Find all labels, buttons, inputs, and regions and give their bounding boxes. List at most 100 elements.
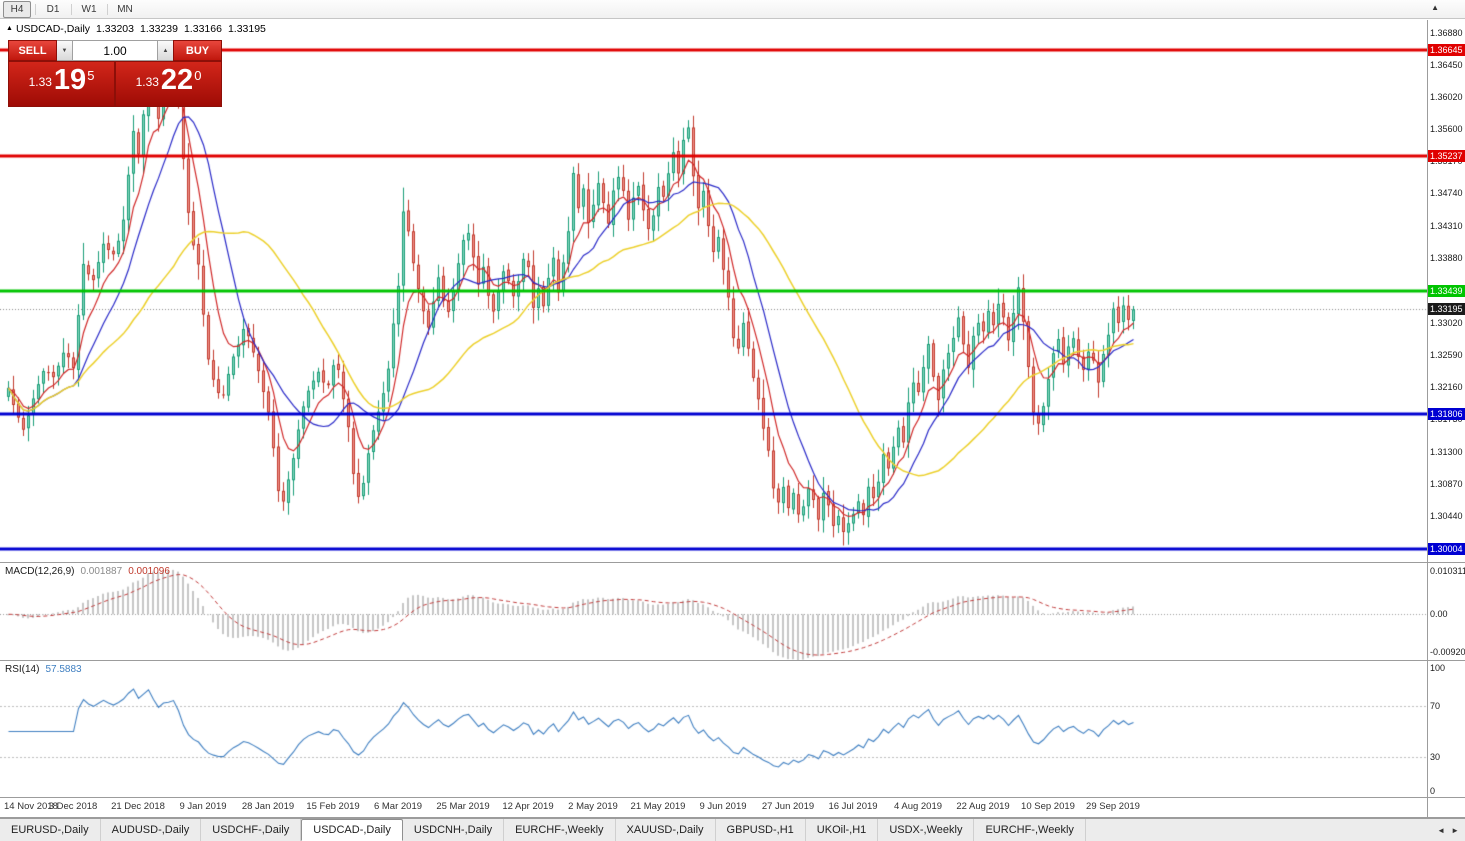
macd-indicator-canvas[interactable] bbox=[0, 563, 1427, 660]
price-axis-tick: 1.35600 bbox=[1430, 123, 1463, 134]
time-axis-label: 28 Jan 2019 bbox=[241, 801, 295, 812]
chart-marker-icon: ▲ bbox=[6, 25, 13, 32]
price-axis-tick: 1.36450 bbox=[1430, 60, 1463, 71]
rsi-indicator-label: RSI(14) 57.5883 bbox=[5, 664, 82, 675]
time-axis-label: 10 Sep 2019 bbox=[1021, 801, 1075, 812]
pane-separator[interactable] bbox=[0, 797, 1465, 798]
hline-price-label: 1.36645 bbox=[1428, 44, 1465, 57]
macd-main-value: 0.001887 bbox=[80, 566, 123, 577]
ohlc-high: 1.33239 bbox=[140, 23, 178, 35]
sell-price-big: 19 bbox=[53, 64, 87, 96]
timeframe-button-w1[interactable]: W1 bbox=[81, 3, 97, 15]
chart-tab-eurchf-weekly[interactable]: EURCHF-,Weekly bbox=[974, 819, 1086, 841]
sell-price-button[interactable]: 1.33 19 5 bbox=[8, 61, 115, 107]
chart-tab-usdx-weekly[interactable]: USDX-,Weekly bbox=[878, 819, 975, 841]
price-axis-tick: 1.34310 bbox=[1430, 220, 1463, 231]
chart-tab-usdcnh-daily[interactable]: USDCNH-,Daily bbox=[403, 819, 505, 841]
hline-price-label: 1.31806 bbox=[1428, 407, 1465, 420]
toolbar-separator bbox=[107, 3, 108, 15]
chart-tab-ukoil-h1[interactable]: UKOil-,H1 bbox=[806, 819, 879, 841]
rsi-indicator-canvas[interactable] bbox=[0, 661, 1427, 797]
sell-button[interactable]: SELL bbox=[8, 40, 57, 61]
ohlc-close: 1.33195 bbox=[227, 23, 266, 35]
buy-button[interactable]: BUY bbox=[173, 40, 222, 61]
rsi-axis-tick: 70 bbox=[1430, 701, 1441, 712]
ohlc-low: 1.33166 bbox=[183, 23, 222, 35]
chart-ohlc-line: ▲ USDCAD-,Daily 1.33203 1.33239 1.33166 1.331… bbox=[6, 23, 266, 35]
volume-input[interactable] bbox=[72, 40, 158, 61]
tab-scroll-left-icon[interactable]: ◄ bbox=[1437, 825, 1446, 835]
rsi-axis-tick: 100 bbox=[1430, 663, 1446, 673]
buy-price-button[interactable]: 1.33 22 0 bbox=[115, 61, 222, 107]
macd-indicator-label: MACD(12,26,9) 0.001887 0.001096 bbox=[5, 566, 170, 577]
macd-axis-max: 0.010311 bbox=[1430, 566, 1465, 576]
volume-decrease-icon[interactable]: ▼ bbox=[57, 40, 72, 61]
toolbar-separator bbox=[35, 3, 36, 15]
pane-separator bbox=[0, 817, 1465, 818]
time-axis-label: 12 Apr 2019 bbox=[502, 801, 554, 812]
price-axis-tick: 1.33880 bbox=[1430, 252, 1463, 263]
time-axis-label: 6 Mar 2019 bbox=[373, 801, 423, 812]
buy-price-prefix: 1.33 bbox=[135, 75, 159, 89]
price-chart-canvas[interactable] bbox=[0, 20, 1427, 562]
one-click-trading-panel: SELL ▼ ▲ BUY 1.33 19 5 1.33 22 0 bbox=[8, 40, 222, 107]
chart-tab-xauusd-daily[interactable]: XAUUSD-,Daily bbox=[616, 819, 716, 841]
price-axis-tick: 1.30440 bbox=[1430, 511, 1463, 522]
hline-price-label: 1.33439 bbox=[1428, 285, 1465, 298]
time-axis-label: 3 Dec 2018 bbox=[48, 801, 98, 812]
price-axis-tick: 1.31300 bbox=[1430, 446, 1463, 457]
tab-scroll-arrows: ◄ ► bbox=[1437, 819, 1465, 841]
current-price-label: 1.33195 bbox=[1428, 303, 1465, 316]
timeframe-button-d1[interactable]: D1 bbox=[46, 3, 60, 15]
chart-tab-audusd-daily[interactable]: AUDUSD-,Daily bbox=[101, 819, 202, 841]
time-axis-label: 15 Feb 2019 bbox=[306, 801, 360, 812]
chart-tab-eurchf-weekly[interactable]: EURCHF-,Weekly bbox=[504, 819, 616, 841]
timeframe-button-mn[interactable]: MN bbox=[117, 3, 133, 15]
time-axis-label: 22 Aug 2019 bbox=[956, 801, 1010, 812]
time-axis-label: 21 May 2019 bbox=[630, 801, 686, 812]
time-axis-label: 9 Jun 2019 bbox=[699, 801, 747, 812]
time-axis-label: 27 Jun 2019 bbox=[761, 801, 815, 812]
price-axis-tick: 1.32160 bbox=[1430, 382, 1463, 393]
buy-price-sup: 0 bbox=[194, 68, 202, 83]
price-axis-tick: 1.36880 bbox=[1430, 27, 1463, 38]
rsi-axis-tick: 0 bbox=[1430, 786, 1436, 796]
timeframe-button-h4[interactable]: H4 bbox=[3, 0, 31, 18]
tab-scroll-right-icon[interactable]: ► bbox=[1451, 825, 1459, 835]
price-axis-tick: 1.34740 bbox=[1430, 188, 1463, 199]
chart-tabs-bar: EURUSD-,Daily AUDUSD-,Daily USDCHF-,Daily U… bbox=[0, 818, 1465, 841]
pane-separator[interactable] bbox=[0, 562, 1465, 563]
price-axis-tick: 1.36020 bbox=[1430, 92, 1463, 103]
toolbar-separator bbox=[71, 3, 72, 15]
rsi-name: RSI(14) bbox=[5, 664, 40, 675]
price-axis-tick: 1.33020 bbox=[1430, 317, 1463, 328]
time-axis[interactable]: 14 Nov 2018 3 Dec 2018 21 Dec 2018 9 Jan 20… bbox=[0, 798, 1427, 817]
sell-price-prefix: 1.33 bbox=[28, 75, 52, 89]
toolbar-collapse-icon[interactable]: ▲ bbox=[1431, 3, 1439, 12]
sell-price-sup: 5 bbox=[87, 68, 95, 83]
time-axis-label: 21 Dec 2018 bbox=[111, 801, 165, 812]
macd-axis-min: -0.009203 bbox=[1430, 647, 1465, 657]
time-axis-label: 29 Sep 2019 bbox=[1086, 801, 1140, 812]
macd-name: MACD(12,26,9) bbox=[5, 566, 75, 577]
time-axis-label: 4 Aug 2019 bbox=[893, 801, 943, 812]
rsi-value: 57.5883 bbox=[45, 664, 82, 675]
chart-tab-usdchf-daily[interactable]: USDCHF-,Daily bbox=[201, 819, 302, 841]
volume-increase-icon[interactable]: ▲ bbox=[158, 40, 173, 61]
time-axis-label: 2 May 2019 bbox=[568, 801, 618, 812]
rsi-axis-tick: 30 bbox=[1430, 751, 1441, 762]
macd-axis-zero: 0.00 bbox=[1430, 609, 1448, 620]
macd-signal-value: 0.001096 bbox=[128, 566, 170, 577]
ohlc-open: 1.33203 bbox=[96, 23, 134, 35]
chart-tab-usdcad-daily[interactable]: USDCAD-,Daily bbox=[301, 819, 403, 841]
chart-tabs: EURUSD-,Daily AUDUSD-,Daily USDCHF-,Daily U… bbox=[0, 819, 1086, 841]
chart-tab-gbpusd-h1[interactable]: GBPUSD-,H1 bbox=[716, 819, 806, 841]
hline-price-label: 1.30004 bbox=[1428, 542, 1465, 555]
time-axis-label: 16 Jul 2019 bbox=[828, 801, 878, 812]
hline-price-label: 1.35237 bbox=[1428, 150, 1465, 163]
chart-tab-eurusd-daily[interactable]: EURUSD-,Daily bbox=[0, 819, 101, 841]
chart-symbol-label: USDCAD-,Daily bbox=[15, 23, 91, 35]
time-axis-label: 9 Jan 2019 bbox=[179, 801, 227, 812]
pane-separator[interactable] bbox=[0, 660, 1465, 661]
